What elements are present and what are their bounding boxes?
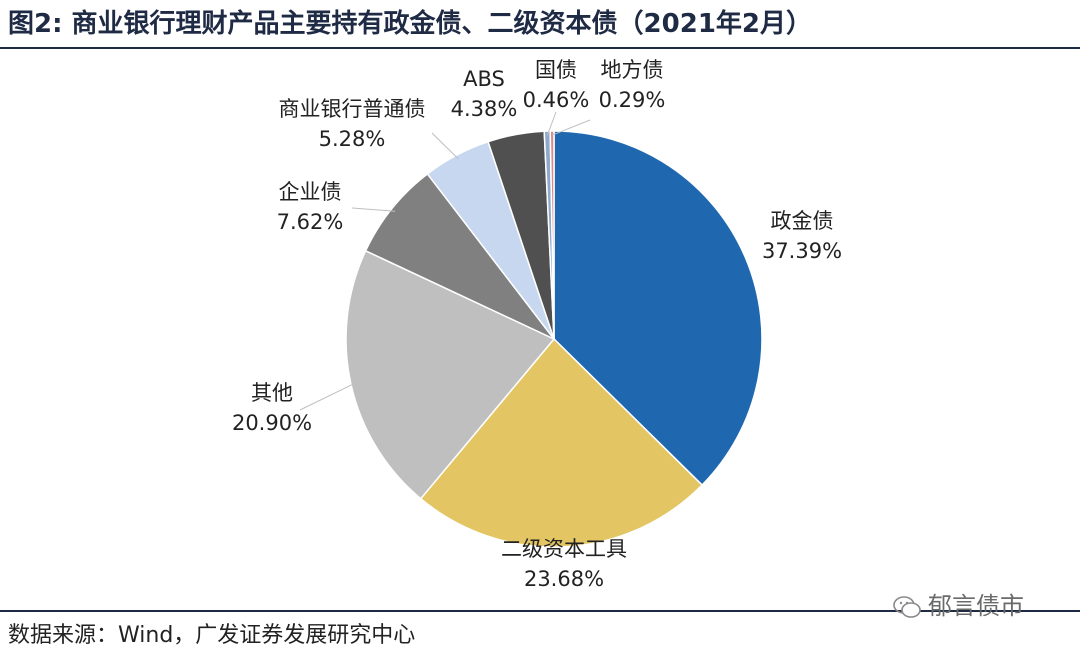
slice-name-label-4: 商业银行普通债 bbox=[279, 97, 426, 121]
slice-name-label-2: 其他 bbox=[251, 381, 293, 405]
slice-name-label-3: 企业债 bbox=[279, 180, 342, 204]
slice-value-label-4: 5.28% bbox=[319, 127, 386, 151]
slice-name-label-5: ABS bbox=[463, 67, 505, 91]
slice-value-label-0: 37.39% bbox=[762, 239, 842, 263]
leader-line-7 bbox=[551, 119, 591, 136]
title-divider bbox=[0, 47, 1080, 49]
source-note: 数据来源：Wind，广发证券发展研究中心 bbox=[8, 623, 416, 648]
leader-line-3 bbox=[351, 207, 396, 212]
slice-value-label-7: 0.29% bbox=[599, 88, 666, 112]
watermark-text: 郁言债市 bbox=[928, 592, 1024, 620]
pie-slice-2 bbox=[345, 249, 556, 500]
wechat-icon bbox=[893, 596, 921, 618]
watermark: 郁言债市 bbox=[892, 590, 1072, 622]
leader-line-2 bbox=[299, 382, 356, 411]
pie-slice-7 bbox=[549, 130, 555, 340]
slice-name-label-0: 政金债 bbox=[771, 209, 834, 233]
slice-value-label-3: 7.62% bbox=[277, 210, 344, 234]
leader-line-4 bbox=[431, 132, 459, 160]
slice-name-label-6: 国债 bbox=[535, 58, 577, 82]
slice-value-label-2: 20.90% bbox=[232, 411, 312, 435]
source-divider bbox=[0, 610, 1080, 612]
pie-slice-1 bbox=[419, 337, 704, 548]
leader-line-6 bbox=[546, 111, 557, 136]
slice-value-label-5: 4.38% bbox=[451, 97, 518, 121]
slice-value-label-6: 0.46% bbox=[523, 88, 590, 112]
chart-title: 图2: 商业银行理财产品主要持有政金债、二级资本债（2021年2月） bbox=[8, 9, 812, 39]
pie-slice-0 bbox=[553, 130, 763, 487]
slice-name-label-1: 二级资本工具 bbox=[501, 537, 627, 561]
pie-slice-3 bbox=[364, 172, 555, 340]
slice-name-label-7: 地方债 bbox=[601, 58, 664, 82]
slice-value-label-1: 23.68% bbox=[524, 567, 604, 591]
